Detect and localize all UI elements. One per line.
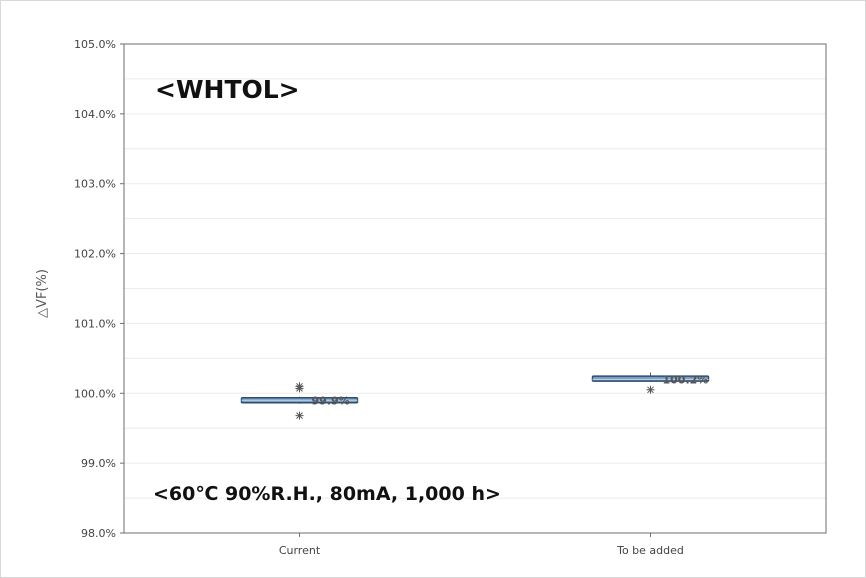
outlier-point bbox=[646, 385, 655, 394]
box-to-be-added: 100.2% bbox=[591, 372, 710, 394]
median-value-label: 100.2% bbox=[663, 373, 709, 386]
outlier-point bbox=[295, 384, 304, 393]
box-series: 99.9% 100.2% bbox=[240, 372, 710, 420]
x-tick-label: To be added bbox=[616, 544, 684, 557]
y-tick-label: 104.0% bbox=[74, 108, 116, 121]
grid-lines bbox=[124, 43, 826, 534]
median-value-label: 99.9% bbox=[312, 394, 350, 407]
y-tick-label: 98.0% bbox=[81, 527, 116, 540]
box-body bbox=[591, 375, 710, 382]
y-tick-label: 101.0% bbox=[74, 317, 116, 330]
y-axis-ticks: 98.0% 99.0% 100.0% 101.0% 102.0% 103.0% 104.0%… bbox=[74, 38, 124, 540]
y-tick-label: 103.0% bbox=[74, 178, 116, 191]
x-tick-label: Current bbox=[279, 544, 321, 557]
axes bbox=[123, 43, 827, 534]
plot-area-border bbox=[123, 43, 827, 534]
y-tick-label: 100.0% bbox=[74, 387, 116, 400]
y-tick-label: 99.0% bbox=[81, 457, 116, 470]
chart-title: <WHTOL> bbox=[155, 75, 300, 104]
y-axis-label: △VF(%) bbox=[35, 269, 50, 318]
x-axis-ticks: Current To be added bbox=[279, 533, 684, 557]
test-condition-annotation: <60℃ 90%R.H., 80mA, 1,000 h> bbox=[153, 483, 501, 505]
y-tick-label: 102.0% bbox=[74, 248, 116, 261]
box-current: 99.9% bbox=[240, 382, 359, 420]
outlier-point bbox=[295, 411, 304, 420]
y-tick-label: 105.0% bbox=[74, 38, 116, 51]
